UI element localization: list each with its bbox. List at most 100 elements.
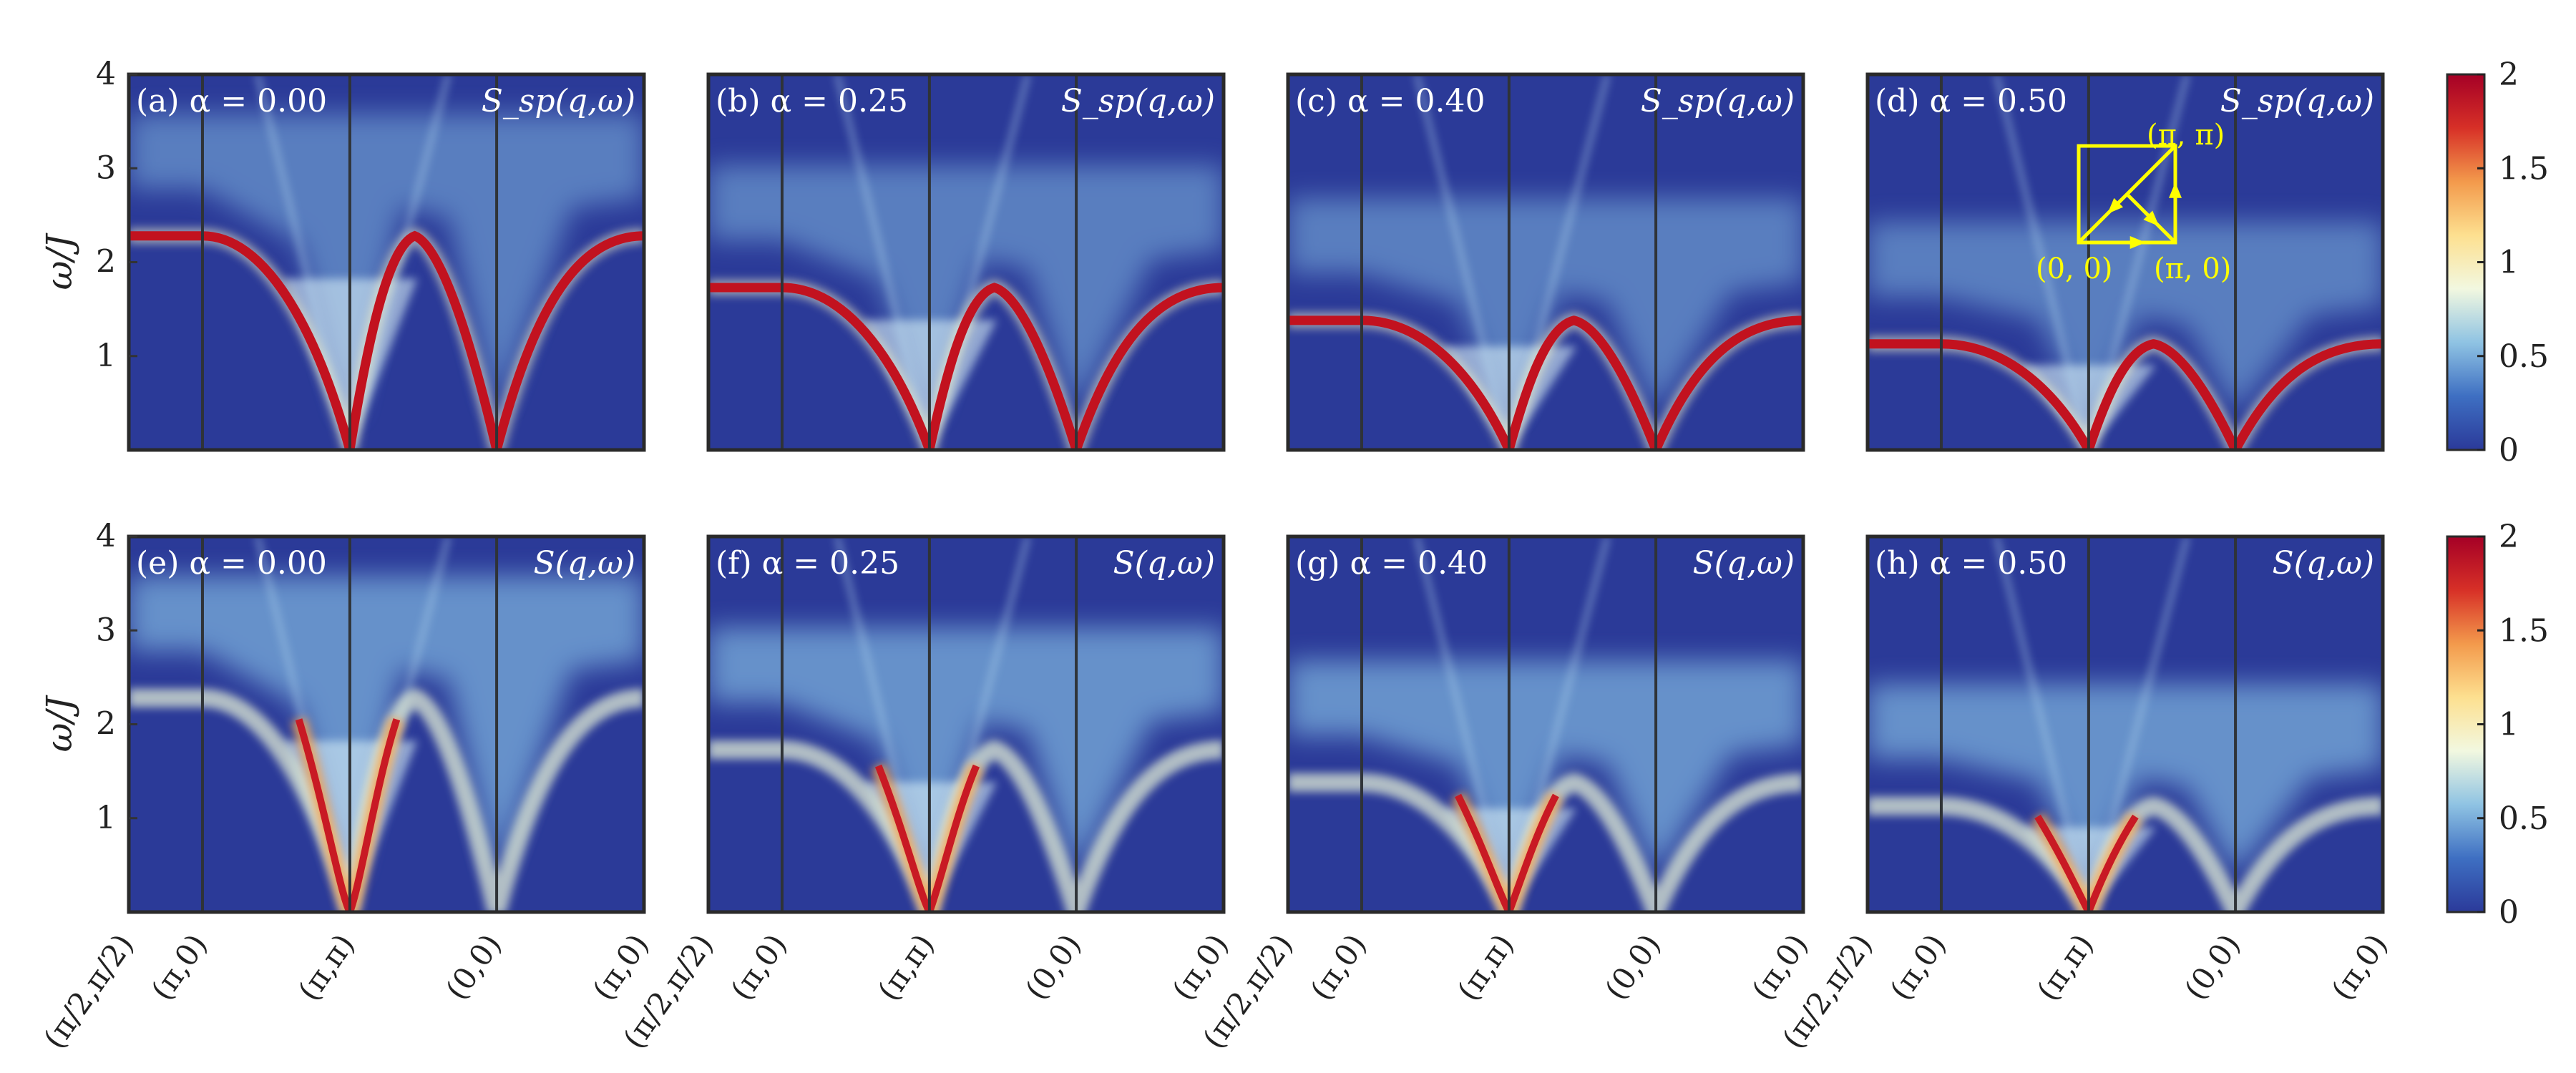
- continuum: [708, 165, 1224, 422]
- edge-glow: [1288, 773, 1803, 912]
- intensity-core: [295, 718, 401, 912]
- x-tick-label: (0,0): [1018, 928, 1088, 1006]
- panel-e: (e) α = 0.00 S(q,ω) 1 2 3 4 ω/J (π/2,π/2) (π,0) (…: [36, 518, 655, 1055]
- colorbar-tick-label: 1.5: [2499, 612, 2549, 649]
- upper-band: [255, 536, 451, 912]
- x-tick-label: (0,0): [1598, 928, 1667, 1006]
- y-tick-label: 2: [96, 244, 116, 280]
- upper-band: [835, 74, 1030, 450]
- upper-band: [1415, 74, 1610, 450]
- continuum: [1868, 684, 2383, 884]
- inset-label: (π, π): [2147, 119, 2225, 152]
- x-tick-label: (0,0): [2177, 928, 2247, 1006]
- upper-band: [1994, 74, 2190, 450]
- panel-label: (f) α = 0.25: [716, 545, 899, 582]
- quantity-label: S(q,ω): [1113, 545, 1215, 582]
- quantity-label: S(q,ω): [533, 545, 635, 582]
- panel-frame: [1286, 72, 1805, 452]
- intensity-core: [1455, 793, 1559, 912]
- panel-frame: [706, 72, 1226, 452]
- quantity-label: S(q,ω): [1692, 545, 1795, 582]
- y-axis-label: ω/J: [39, 695, 80, 753]
- y-tick-label: 1: [96, 338, 116, 374]
- panel-frame: [1865, 72, 2385, 452]
- spinon-band: [1868, 339, 2383, 450]
- x-tick-label: (π,0): [1883, 928, 1953, 1006]
- upper-band: [255, 74, 451, 450]
- x-tick-label: (0,0): [439, 928, 508, 1006]
- panel-label: (g) α = 0.40: [1295, 545, 1488, 582]
- y-tick-label: 3: [96, 612, 116, 648]
- colorbar-tick-label: 1: [2499, 245, 2519, 281]
- panel-label: (h) α = 0.50: [1875, 545, 2067, 582]
- panel-d: (d) α = 0.50 S_sp(q,ω)(π, π) (0, 0) (π, 0): [1865, 72, 2385, 452]
- y-tick-label: 2: [96, 706, 116, 743]
- brillouin-zone-inset: (π, π) (0, 0) (π, 0): [2036, 119, 2231, 285]
- continuum: [708, 627, 1224, 884]
- colorbar-tick-label: 2: [2499, 519, 2519, 555]
- edge-glow: [1868, 796, 2383, 912]
- panel-frame: [706, 534, 1226, 914]
- colorbars: 0 0.5 1 1.5 2 0 0.5 1 1.5 2: [2446, 57, 2549, 931]
- panel-label: (d) α = 0.50: [1875, 83, 2067, 119]
- panel-a: (a) α = 0.00 S_sp(q,ω) 1 2 3 4 ω/J: [39, 56, 646, 452]
- y-tick-label: 1: [96, 800, 116, 836]
- colorbar-tick-label: 0.5: [2499, 338, 2549, 375]
- panel-c: (c) α = 0.40 S_sp(q,ω): [1286, 72, 1805, 452]
- panel-h: (h) α = 0.50 S(q,ω)(π/2,π/2) (π,0) (π,π) (0,…: [1775, 534, 2394, 1055]
- panels: (a) α = 0.00 S_sp(q,ω) 1 2 3 4 ω/J (b) α = 0.25…: [36, 56, 2394, 1055]
- panel-frame: [1286, 534, 1805, 914]
- intensity-core: [874, 764, 980, 912]
- inset-label: (0, 0): [2036, 253, 2113, 285]
- x-tick-label: (π,π): [2030, 928, 2100, 1007]
- panel-f: (f) α = 0.25 S(q,ω)(π/2,π/2) (π,0) (π,π) (0,…: [616, 534, 1235, 1055]
- upper-band: [1994, 536, 2190, 912]
- quantity-label: S_sp(q,ω): [482, 83, 635, 119]
- colorbar-tick-label: 1: [2499, 707, 2519, 743]
- colorbar-tick-label: 1.5: [2499, 150, 2549, 187]
- colorbar-tick-label: 2: [2499, 57, 2519, 93]
- panel-label: (b) α = 0.25: [716, 83, 908, 119]
- panel-label: (e) α = 0.00: [136, 545, 327, 582]
- edge-glow: [708, 740, 1224, 912]
- quantity-label: S(q,ω): [2272, 545, 2374, 582]
- inset-arrow: [2107, 197, 2124, 214]
- panel-g: (g) α = 0.40 S(q,ω)(π/2,π/2) (π,0) (π,π) (0,…: [1196, 534, 1815, 1055]
- panel-frame: [1865, 534, 2385, 914]
- spinon-band: [708, 283, 1224, 450]
- edge-glow: [129, 687, 644, 912]
- panel-b: (b) α = 0.25 S_sp(q,ω): [706, 72, 1226, 452]
- x-tick-label: (π,0): [1303, 928, 1373, 1006]
- inset-arrow: [2169, 182, 2182, 198]
- intensity-core: [2034, 814, 2139, 912]
- inset-label: (π, 0): [2154, 253, 2231, 285]
- x-tick-label: (π,0): [723, 928, 794, 1006]
- spinon-band: [1288, 315, 1803, 450]
- y-tick-label: 3: [96, 150, 116, 186]
- colorbar-top: 0 0.5 1 1.5 2: [2446, 57, 2549, 469]
- spinon-band: [129, 230, 644, 450]
- y-tick-label: 4: [96, 56, 116, 92]
- y-axis-label: ω/J: [39, 232, 80, 290]
- x-tick-label: (π,π): [291, 928, 361, 1007]
- x-tick-label: (π,0): [2324, 928, 2394, 1006]
- quantity-label: S_sp(q,ω): [2220, 83, 2374, 119]
- colorbar-tick-label: 0.5: [2499, 800, 2549, 837]
- x-tick-label: (π,0): [144, 928, 214, 1006]
- colorbar-tick-label: 0: [2499, 432, 2519, 469]
- colorbar-tick-label: 0: [2499, 894, 2519, 931]
- quantity-label: S_sp(q,ω): [1641, 83, 1795, 119]
- upper-band: [835, 536, 1030, 912]
- panel-label: (a) α = 0.00: [136, 83, 327, 119]
- x-tick-label: (π,π): [1450, 928, 1521, 1007]
- quantity-label: S_sp(q,ω): [1061, 83, 1215, 119]
- x-tick-label: (π/2,π/2): [36, 928, 140, 1055]
- panel-label: (c) α = 0.40: [1295, 83, 1485, 119]
- upper-band: [1415, 536, 1610, 912]
- y-tick-label: 4: [96, 518, 116, 554]
- colorbar-bottom: 0 0.5 1 1.5 2: [2446, 519, 2549, 931]
- inset-arrow: [2143, 210, 2160, 227]
- x-tick-label: (π,π): [871, 928, 941, 1007]
- inset-arrow: [2129, 236, 2146, 249]
